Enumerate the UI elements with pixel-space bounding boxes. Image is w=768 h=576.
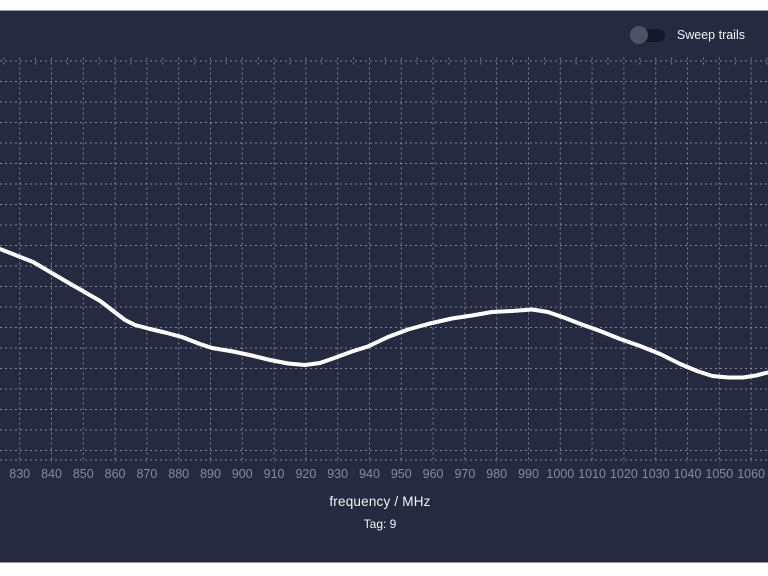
sweep-trails-switch[interactable] xyxy=(629,26,665,44)
spectrum-chart[interactable]: 830 840 850 860 870 880 890 900 910 920 930 940 950 9… xyxy=(0,11,768,562)
x-tick-label: 870 xyxy=(136,467,157,481)
window-bottom-edge xyxy=(0,562,768,575)
x-tick-label: 950 xyxy=(391,467,412,481)
x-tick-label: 1030 xyxy=(642,467,670,481)
switch-knob xyxy=(629,26,648,44)
x-tick-label: 860 xyxy=(105,467,126,481)
spectrum-panel: 830 840 850 860 870 880 890 900 910 920 930 940 950 9… xyxy=(0,11,768,562)
grid xyxy=(0,57,768,463)
x-tick-label: 920 xyxy=(295,467,316,481)
sweep-trails-control[interactable]: Sweep trails xyxy=(629,26,745,44)
x-tick-label: 930 xyxy=(327,467,348,481)
tag-label: Tag: 9 xyxy=(363,517,397,531)
x-tick-label: 850 xyxy=(73,467,94,481)
sweep-trails-label: Sweep trails xyxy=(676,28,745,42)
x-tick-label: 840 xyxy=(41,467,62,481)
x-tick-label: 960 xyxy=(423,467,444,481)
x-tick-label: 940 xyxy=(359,467,380,481)
x-tick-label: 980 xyxy=(486,467,507,481)
x-tick-label: 1060 xyxy=(737,467,765,481)
x-tick-label: 990 xyxy=(518,467,539,481)
x-tick-label: 910 xyxy=(264,467,285,481)
x-axis-title: frequency / MHz xyxy=(329,494,431,509)
window-top-edge xyxy=(0,0,768,11)
x-tick-label: 890 xyxy=(200,467,221,481)
x-tick-labels: 830 840 850 860 870 880 890 900 910 920 930 940 950 9… xyxy=(9,467,765,481)
x-tick-label: 1040 xyxy=(674,467,702,481)
spectrum-trace xyxy=(0,247,768,380)
x-tick-label: 1010 xyxy=(578,467,606,481)
x-tick-label: 970 xyxy=(454,467,475,481)
x-tick-label: 830 xyxy=(9,467,30,481)
x-tick-label: 1020 xyxy=(610,467,638,481)
x-tick-label: 900 xyxy=(232,467,253,481)
x-tick-label: 1000 xyxy=(546,467,574,481)
x-tick-label: 1050 xyxy=(705,467,733,481)
x-tick-label: 880 xyxy=(168,467,189,481)
